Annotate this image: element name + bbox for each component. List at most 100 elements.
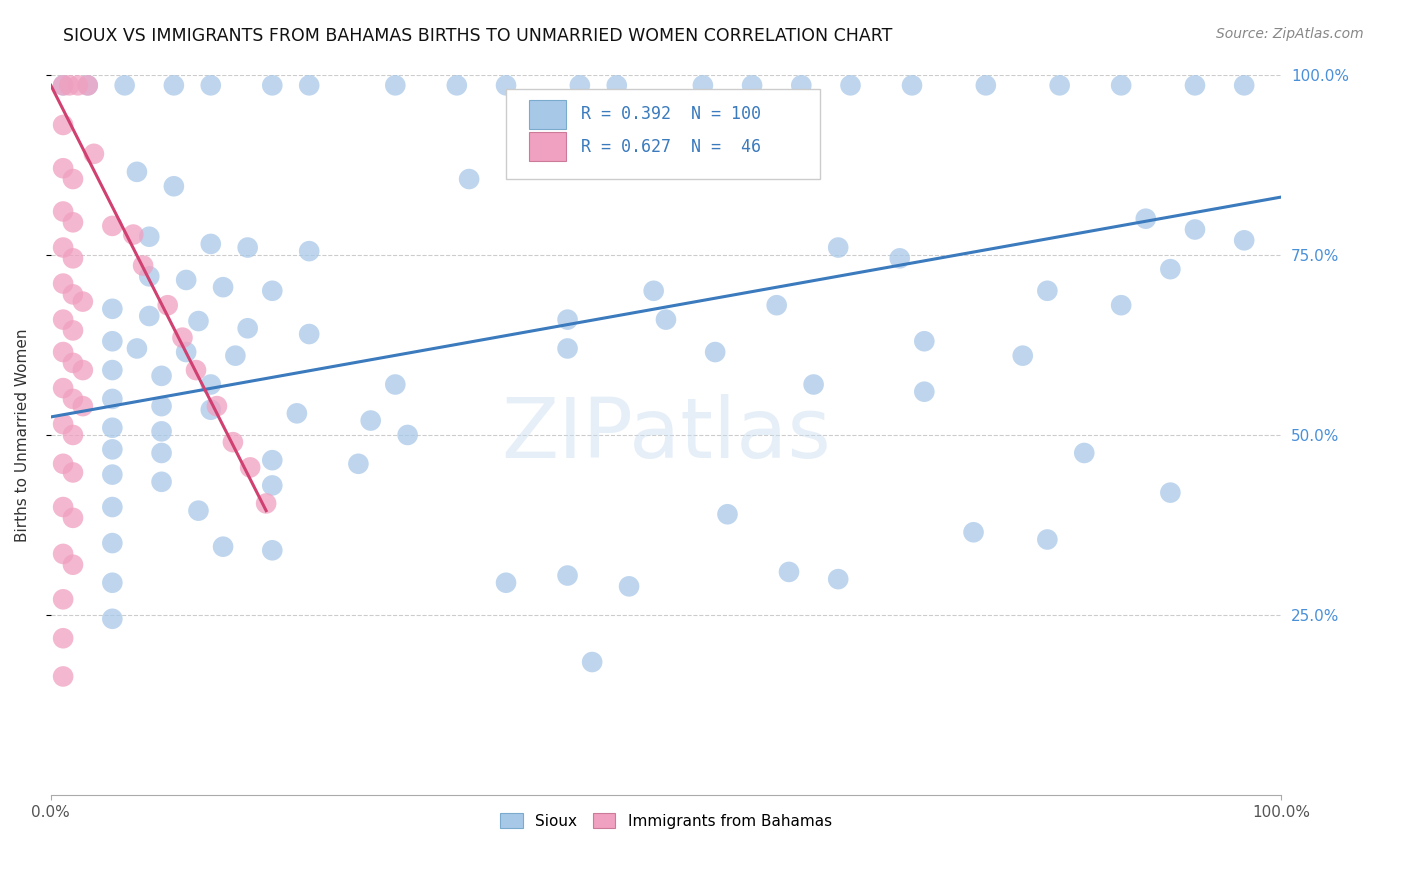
Point — [101, 392, 124, 406]
Point — [62, 428, 84, 442]
Y-axis label: Births to Unmarried Women: Births to Unmarried Women — [15, 328, 30, 541]
Point — [212, 540, 235, 554]
Point — [557, 568, 579, 582]
Point — [495, 78, 517, 93]
Point — [1184, 222, 1206, 236]
Point — [839, 78, 862, 93]
Point — [384, 377, 406, 392]
Point — [52, 417, 75, 431]
Point — [52, 457, 75, 471]
Point — [101, 575, 124, 590]
Point — [101, 442, 124, 457]
Point — [58, 78, 80, 93]
Point — [254, 496, 277, 510]
Point — [174, 273, 197, 287]
FancyBboxPatch shape — [506, 89, 820, 179]
Point — [655, 312, 678, 326]
Point — [827, 240, 849, 254]
Point — [150, 399, 173, 413]
Point — [62, 287, 84, 301]
Point — [52, 381, 75, 395]
Text: ZIPatlas: ZIPatlas — [501, 394, 831, 475]
Point — [396, 428, 419, 442]
Point — [262, 453, 284, 467]
Point — [643, 284, 665, 298]
Point — [803, 377, 825, 392]
Point — [101, 301, 124, 316]
Point — [606, 78, 628, 93]
Point — [72, 294, 94, 309]
Point — [360, 413, 382, 427]
Point — [52, 78, 75, 93]
Point — [222, 435, 245, 450]
Point — [901, 78, 924, 93]
Point — [52, 204, 75, 219]
Point — [76, 78, 98, 93]
Point — [962, 525, 984, 540]
Point — [163, 179, 186, 194]
Point — [262, 78, 284, 93]
Point — [298, 78, 321, 93]
Point — [156, 298, 179, 312]
Point — [568, 78, 591, 93]
Point — [101, 467, 124, 482]
Point — [298, 326, 321, 341]
Point — [101, 536, 124, 550]
Point — [581, 655, 603, 669]
Point — [52, 592, 75, 607]
Point — [1159, 485, 1181, 500]
Point — [101, 219, 124, 233]
Point — [125, 165, 148, 179]
Point — [495, 575, 517, 590]
Text: Source: ZipAtlas.com: Source: ZipAtlas.com — [1216, 27, 1364, 41]
Point — [150, 446, 173, 460]
Point — [200, 236, 222, 251]
Point — [101, 500, 124, 514]
Point — [52, 345, 75, 359]
Point — [138, 309, 160, 323]
Point — [1184, 78, 1206, 93]
Point — [458, 172, 481, 186]
Point — [187, 503, 209, 517]
Point — [184, 363, 207, 377]
Point — [1073, 446, 1095, 460]
Point — [62, 558, 84, 572]
Point — [174, 345, 197, 359]
Point — [52, 547, 75, 561]
Point — [1036, 284, 1059, 298]
Point — [62, 356, 84, 370]
Point — [52, 161, 75, 176]
Point — [790, 78, 813, 93]
Point — [912, 384, 935, 399]
Text: R = 0.627  N =  46: R = 0.627 N = 46 — [581, 137, 761, 155]
Point — [262, 478, 284, 492]
Point — [101, 421, 124, 435]
Point — [262, 284, 284, 298]
Point — [200, 78, 222, 93]
Point — [72, 399, 94, 413]
Point — [150, 475, 173, 489]
Point — [778, 565, 800, 579]
Point — [52, 78, 75, 93]
Point — [239, 460, 262, 475]
Point — [1049, 78, 1071, 93]
Point — [132, 259, 155, 273]
Point — [205, 399, 228, 413]
Point — [974, 78, 997, 93]
Point — [172, 331, 194, 345]
Bar — [530, 100, 567, 128]
Point — [76, 78, 98, 93]
Point — [52, 118, 75, 132]
Point — [62, 252, 84, 266]
Point — [617, 579, 640, 593]
Point — [765, 298, 787, 312]
Point — [236, 240, 259, 254]
Point — [52, 669, 75, 683]
Point — [262, 543, 284, 558]
Point — [138, 229, 160, 244]
Point — [557, 312, 579, 326]
Point — [62, 511, 84, 525]
Point — [62, 392, 84, 406]
Point — [741, 78, 763, 93]
Point — [692, 78, 714, 93]
